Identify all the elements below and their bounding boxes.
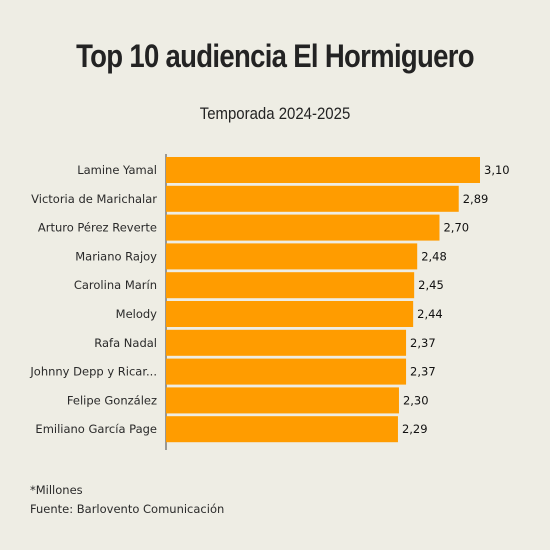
category-label: Mariano Rajoy — [75, 249, 157, 263]
category-label: Victoria de Marichalar — [31, 192, 157, 206]
bar — [166, 272, 415, 299]
category-label: Felipe González — [67, 393, 157, 407]
bar — [166, 387, 399, 414]
value-label: 2,48 — [421, 249, 447, 263]
bar — [166, 243, 418, 270]
value-label: 3,10 — [484, 163, 510, 177]
chart-subtitle: Temporada 2024-2025 — [199, 104, 351, 123]
chart-title: Top 10 audiencia El Hormiguero — [76, 38, 475, 74]
value-label: 2,30 — [403, 393, 429, 407]
units-note: *Millones — [30, 483, 83, 497]
bar — [166, 301, 414, 327]
category-label: Emiliano García Page — [35, 422, 157, 436]
bar — [166, 157, 480, 183]
category-label: Carolina Marín — [74, 278, 157, 292]
bar — [166, 185, 459, 212]
source-note: Fuente: Barlovento Comunicación — [30, 502, 225, 516]
value-label: 2,29 — [402, 422, 428, 436]
bar — [166, 214, 440, 241]
bar — [166, 358, 407, 385]
value-label: 2,44 — [417, 307, 443, 321]
bar — [166, 329, 407, 356]
value-label: 2,37 — [410, 336, 436, 350]
bar — [166, 416, 398, 443]
category-label: Lamine Yamal — [77, 163, 157, 177]
category-label: Rafa Nadal — [94, 336, 157, 350]
value-label: 2,70 — [443, 221, 469, 235]
category-label: Melody — [116, 307, 158, 321]
category-label: Johnny Depp y Ricar... — [29, 365, 157, 379]
value-label: 2,45 — [418, 278, 444, 292]
value-label: 2,37 — [410, 365, 436, 379]
value-label: 2,89 — [463, 192, 489, 206]
category-label: Arturo Pérez Reverte — [38, 221, 157, 235]
